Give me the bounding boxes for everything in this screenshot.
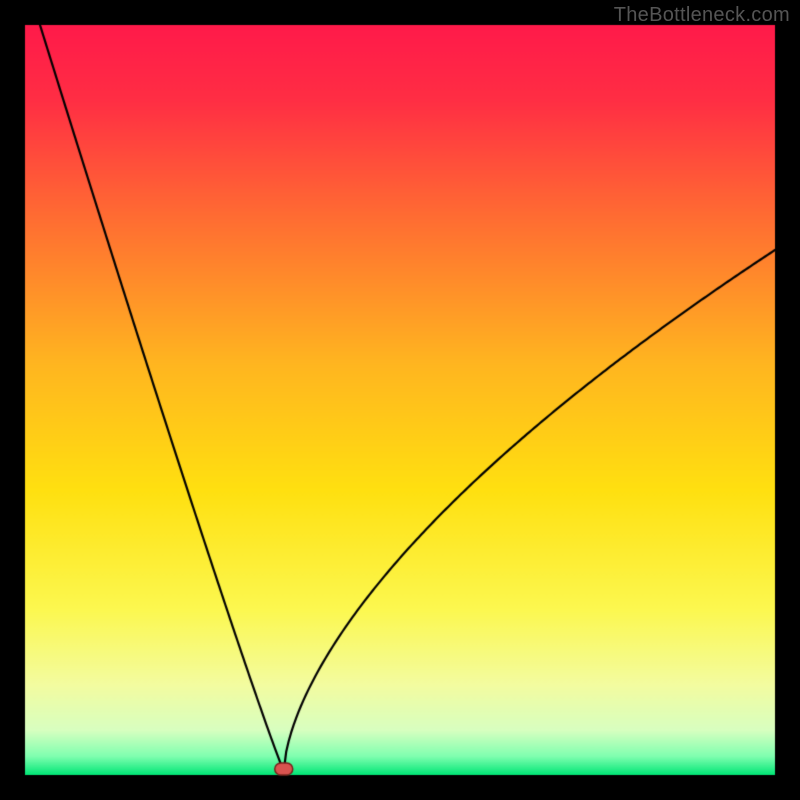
curve-overlay-canvas [0,0,800,800]
chart-container: TheBottleneck.com [0,0,800,800]
watermark-text: TheBottleneck.com [614,4,790,27]
